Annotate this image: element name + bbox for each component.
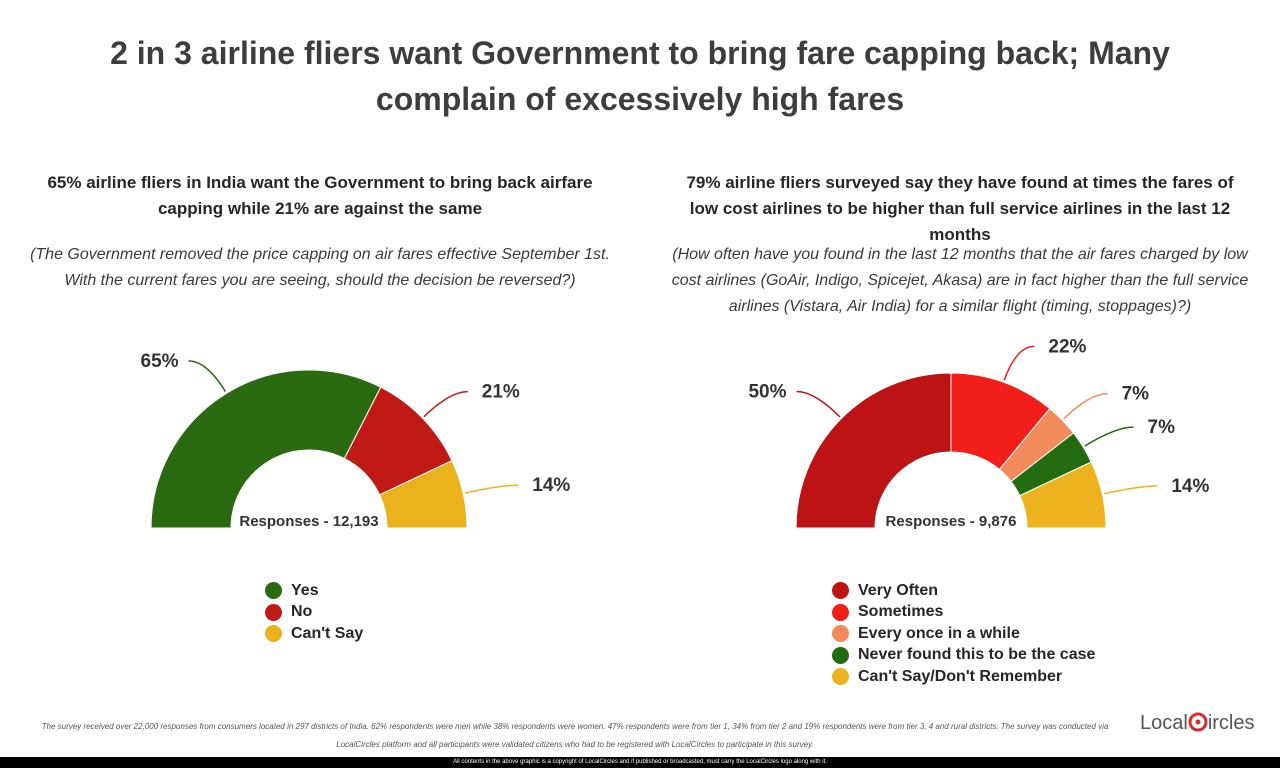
leader-line [1084, 426, 1134, 447]
data-label-yes: 65% [141, 351, 179, 372]
half-donut-chart: 65% 21% 14% Responses - 12,193 [141, 351, 571, 530]
data-label-no: 21% [482, 382, 520, 403]
legend-label: No [291, 603, 313, 621]
logo-circle-icon [1188, 712, 1208, 732]
main-title: 2 in 3 airline fliers want Government to… [110, 35, 1170, 117]
legend-label: Yes [291, 581, 319, 599]
legend-item-yes: Yes [265, 580, 363, 602]
chart-legend: Yes No Can't Say [265, 580, 363, 645]
leader-line [1104, 485, 1158, 495]
leader-line [464, 484, 519, 494]
slice-can-t-say-don-t-remember [1019, 461, 1107, 529]
legend-label: Every once in a while [858, 624, 1020, 642]
data-label-sometimes: 22% [1048, 336, 1086, 357]
legend-label: Can't Say/Don't Remember [858, 667, 1063, 685]
leader-line [1063, 392, 1108, 420]
legend-label: Never found this to be the case [858, 646, 1096, 664]
responses-count: Responses - 9,876 [886, 513, 1017, 530]
legend-swatch [265, 603, 282, 621]
legend-item-very-often: Very Often [832, 580, 1095, 602]
survey-footnote: The survey received over 22,000 response… [41, 722, 1109, 749]
data-label-can-t-say: 14% [532, 475, 570, 496]
leader-line [423, 390, 468, 418]
survey-question: (How often have you found in the last 12… [671, 246, 1249, 315]
chart-panel-low-cost-fares: 79% airline fliers surveyed say they hav… [640, 170, 1280, 700]
responses-count: Responses - 12,193 [239, 513, 378, 530]
slice-can-t-say [378, 460, 468, 529]
leader-line [1003, 345, 1035, 381]
legend-swatch [832, 625, 849, 643]
data-label-very-often: 50% [748, 382, 786, 403]
data-label-every-once-in-a-while: 7% [1122, 384, 1150, 405]
chart-legend: Very Often Sometimes Every once in a while… [832, 580, 1095, 688]
legend-item-sometimes: Sometimes [832, 602, 1095, 624]
legend-swatch [832, 582, 849, 600]
data-label-never-found-this-to-be-the-case: 7% [1148, 417, 1176, 438]
chart-title: 79% airline fliers surveyed say they hav… [686, 173, 1234, 244]
survey-question: (The Government removed the price cappin… [30, 246, 610, 289]
legend-label: Can't Say [291, 624, 364, 642]
legend-item-can-t-say-don-t-remember: Can't Say/Don't Remember [832, 666, 1095, 688]
legend-swatch [832, 646, 849, 664]
legend-swatch [832, 668, 849, 686]
leader-line [188, 360, 227, 392]
leader-line [796, 390, 841, 418]
legend-label: Very Often [858, 581, 939, 599]
legend-item-no: No [265, 602, 363, 624]
legend-item-every-once-in-a-while: Every once in a while [832, 623, 1095, 645]
chart-panel-fare-capping: 65% airline fliers in India want the Gov… [0, 170, 640, 700]
legend-swatch [265, 625, 282, 643]
copyright-bar: All contents in the above graphic is a c… [0, 757, 1280, 768]
slice-very-often [795, 372, 952, 529]
legend-swatch [832, 603, 849, 621]
legend-label: Sometimes [858, 603, 944, 621]
localcircles-logo: Local ircles [1140, 712, 1255, 734]
chart-title: 65% airline fliers in India want the Gov… [47, 173, 593, 218]
legend-item-never-found-this-to-be-the-case: Never found this to be the case [832, 645, 1095, 667]
slice-yes [150, 369, 382, 529]
data-label-can-t-say-don-t-remember: 14% [1171, 476, 1209, 497]
legend-item-can-t-say: Can't Say [265, 623, 363, 645]
half-donut-chart: 50% 22% 7% 7% 14% Responses - 9,876 [748, 336, 1209, 530]
legend-swatch [265, 582, 282, 600]
